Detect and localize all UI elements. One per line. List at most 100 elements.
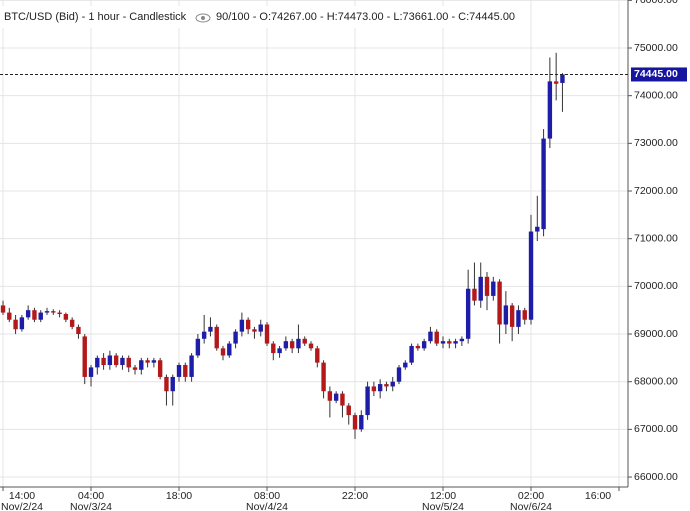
- candle-body: [384, 384, 389, 387]
- candle-body: [453, 341, 458, 344]
- y-tick-label: 70000.00: [634, 280, 678, 292]
- candle-body: [176, 365, 182, 377]
- candle-body: [151, 360, 157, 363]
- candle-body: [82, 336, 87, 377]
- candle-body: [214, 326, 219, 349]
- candle-body: [113, 355, 119, 366]
- candle-body: [333, 393, 339, 401]
- candle-body: [302, 338, 307, 344]
- candle-body: [220, 348, 226, 356]
- candle-body: [377, 384, 383, 392]
- candle-body: [283, 341, 289, 349]
- candle-body: [365, 386, 370, 416]
- candle-body: [139, 360, 144, 370]
- x-tick-label: 08:00: [254, 490, 280, 502]
- candle-body: [440, 341, 446, 344]
- y-tick-label: 67000.00: [634, 423, 678, 435]
- y-tick-label: 76000.00: [634, 0, 678, 6]
- plot-area: [0, 0, 628, 487]
- y-tick-label: 68000.00: [634, 375, 678, 387]
- y-tick-label: 73000.00: [634, 137, 678, 149]
- candle-body: [415, 345, 421, 349]
- candle-body: [170, 376, 175, 392]
- candle-body: [76, 326, 81, 335]
- x-tick-label: 14:00: [9, 490, 35, 502]
- last-price-label: 74445.00: [634, 68, 678, 80]
- candle-body: [503, 305, 509, 325]
- candle-body: [32, 310, 37, 320]
- y-tick-label: 74000.00: [634, 89, 678, 101]
- candle-body: [459, 338, 465, 342]
- candle-body: [13, 319, 18, 330]
- candle-body: [7, 312, 12, 320]
- candle-body: [403, 362, 408, 368]
- candle-body: [541, 138, 546, 230]
- candle-body: [289, 341, 295, 349]
- candle-body: [271, 343, 276, 354]
- candle-body: [107, 355, 113, 366]
- y-tick-label: 69000.00: [634, 328, 678, 340]
- candle-body: [447, 341, 452, 344]
- candle-body: [478, 276, 483, 301]
- candle-body: [189, 355, 194, 377]
- candle-body: [409, 345, 414, 363]
- last-price-box: [631, 67, 687, 82]
- candle-body: [352, 415, 358, 430]
- candle-body: [465, 288, 471, 339]
- candle-body: [38, 312, 43, 320]
- y-tick-label: 72000.00: [634, 185, 678, 197]
- candle-body: [44, 311, 50, 313]
- candle-body: [63, 314, 69, 320]
- x-tick-date: Nov/3/24: [70, 501, 112, 511]
- candle-body: [164, 376, 169, 392]
- x-tick-label: 16:00: [585, 490, 611, 502]
- candle-body: [553, 81, 559, 84]
- y-tick-label: 66000.00: [634, 471, 678, 483]
- candle-body: [264, 324, 270, 344]
- candle-body: [547, 81, 553, 139]
- eye-icon[interactable]: [195, 13, 211, 23]
- candle-body: [277, 348, 282, 354]
- y-tick-label: 71000.00: [634, 232, 678, 244]
- candle-body: [528, 231, 534, 320]
- candle-body: [88, 367, 94, 377]
- candle-body: [396, 367, 402, 382]
- candle-body: [340, 393, 345, 406]
- candle-body: [390, 381, 395, 387]
- candle-body: [239, 319, 245, 332]
- x-tick-label: 04:00: [78, 490, 104, 502]
- chart-title: BTC/USD (Bid) - 1 hour - Candlestick: [4, 11, 187, 23]
- x-tick-date: Nov/5/24: [422, 501, 464, 511]
- candle-body: [208, 326, 213, 332]
- candle-body: [95, 357, 100, 368]
- x-tick-label: 22:00: [342, 490, 368, 502]
- candle-body: [535, 226, 540, 232]
- candle-body: [145, 360, 150, 363]
- candle-body: [126, 357, 131, 368]
- candle-body: [346, 405, 351, 416]
- candle-body: [421, 341, 427, 349]
- candle-body: [522, 310, 527, 320]
- candle-body: [132, 367, 138, 370]
- candle-body: [0, 305, 6, 313]
- candle-body: [227, 343, 232, 356]
- candle-body: [497, 281, 502, 325]
- candle-body: [19, 317, 25, 330]
- candle-body: [491, 281, 496, 296]
- candle-body: [69, 319, 75, 327]
- x-tick-label: 18:00: [166, 490, 192, 502]
- candle-body: [472, 288, 477, 301]
- candle-body: [183, 365, 188, 377]
- candle-body: [157, 360, 163, 377]
- y-tick-label: 75000.00: [634, 42, 678, 54]
- x-tick-label: 12:00: [430, 490, 456, 502]
- candle-body: [428, 331, 433, 342]
- candle-body: [434, 331, 439, 344]
- candle-body: [308, 343, 314, 349]
- candle-body: [509, 305, 515, 327]
- x-tick-label: 02:00: [518, 490, 544, 502]
- candle-body: [327, 391, 333, 401]
- candle-body: [195, 338, 201, 356]
- candle-body: [258, 324, 263, 332]
